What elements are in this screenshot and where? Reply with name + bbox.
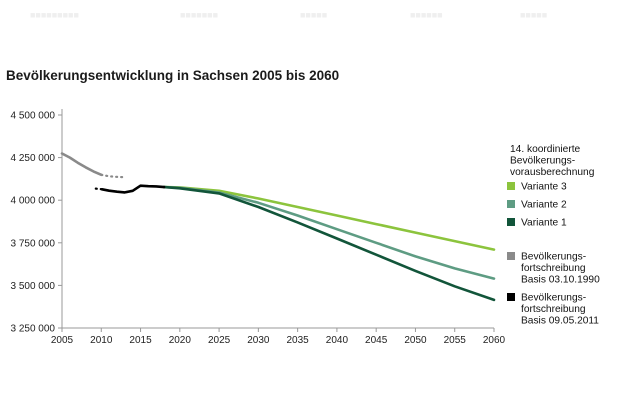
legend-label: Bevölkerungs- [521,293,586,304]
series-layer [60,152,496,302]
x-tick-label: 2015 [129,335,152,346]
series-line-variante-3 [162,185,496,251]
faint-header-item: ■■■■■■■ [180,10,219,20]
y-tick-label: 3 500 000 [11,281,56,292]
legend-heading: 14. koordinierte [510,144,581,155]
series-line-variante-2 [162,185,496,280]
faint-header-item: ■■■■■ [520,10,548,20]
y-tick-label: 4 000 000 [11,196,56,207]
series-line-bev-lkerungsfortschreibung-basis-09-05-2011-dotted [94,187,104,191]
series-line-variante-1 [162,185,496,302]
series-line-bev-lkerungsfortschreibung-basis-03-10-1990 [60,152,103,177]
legend-swatch [507,218,515,226]
y-tick-label: 4 500 000 [11,111,56,122]
legend-label: Variante 3 [521,182,567,193]
x-tick-label: 2045 [365,335,388,346]
x-tick-label: 2060 [483,335,506,346]
series-line-bev-lkerungsfortschreibung-basis-09-05-2011 [100,184,166,194]
legend-label: fortschreibung [521,304,586,315]
x-tick-label: 2055 [444,335,467,346]
x-tick-label: 2020 [169,335,192,346]
legend-heading: vorausberechnung [510,167,595,178]
faint-header-item: ■■■■■■ [410,10,443,20]
x-tick-label: 2050 [404,335,427,346]
legend-label: fortschreibung [521,263,586,274]
x-tick-label: 2005 [51,335,74,346]
y-tick-label: 3 250 000 [11,324,56,335]
y-tick-label: 3 750 000 [11,238,56,249]
legend-swatch [507,182,515,190]
legend-label: Variante 2 [521,200,567,211]
legend-label: Variante 1 [521,218,567,229]
faint-header-item: ■■■■■■■■■ [30,10,79,20]
legend-label: Basis 09.05.2011 [521,316,599,327]
x-tick-label: 2030 [247,335,270,346]
chart-legend: 14. koordinierteBevölkerungs-vorausberec… [507,144,600,327]
legend-swatch [507,252,515,260]
x-tick-label: 2040 [326,335,349,346]
legend-label: Bevölkerungs- [521,252,586,263]
x-tick-label: 2010 [90,335,113,346]
faint-header: ■■■■■■■■■ ■■■■■■■ ■■■■■ ■■■■■■ ■■■■■ [0,0,620,40]
series-line-bev-lkerungsfortschreibung-basis-03-10-1990-dotted [100,173,126,179]
chart-axes: 3 250 000 3 500 000 3 750 000 4 000 000 4 25… [11,109,506,346]
faint-header-item: ■■■■■ [300,10,328,20]
y-tick-label: 4 250 000 [11,153,56,164]
legend-swatch [507,200,515,208]
legend-label: Basis 03.10.1990 [521,275,600,286]
x-tick-label: 2035 [287,335,310,346]
legend-swatch [507,293,515,301]
chart-title: Bevölkerungsentwicklung in Sachsen 2005 … [6,68,340,83]
legend-heading: Bevölkerungs- [510,156,575,167]
x-tick-label: 2025 [208,335,231,346]
